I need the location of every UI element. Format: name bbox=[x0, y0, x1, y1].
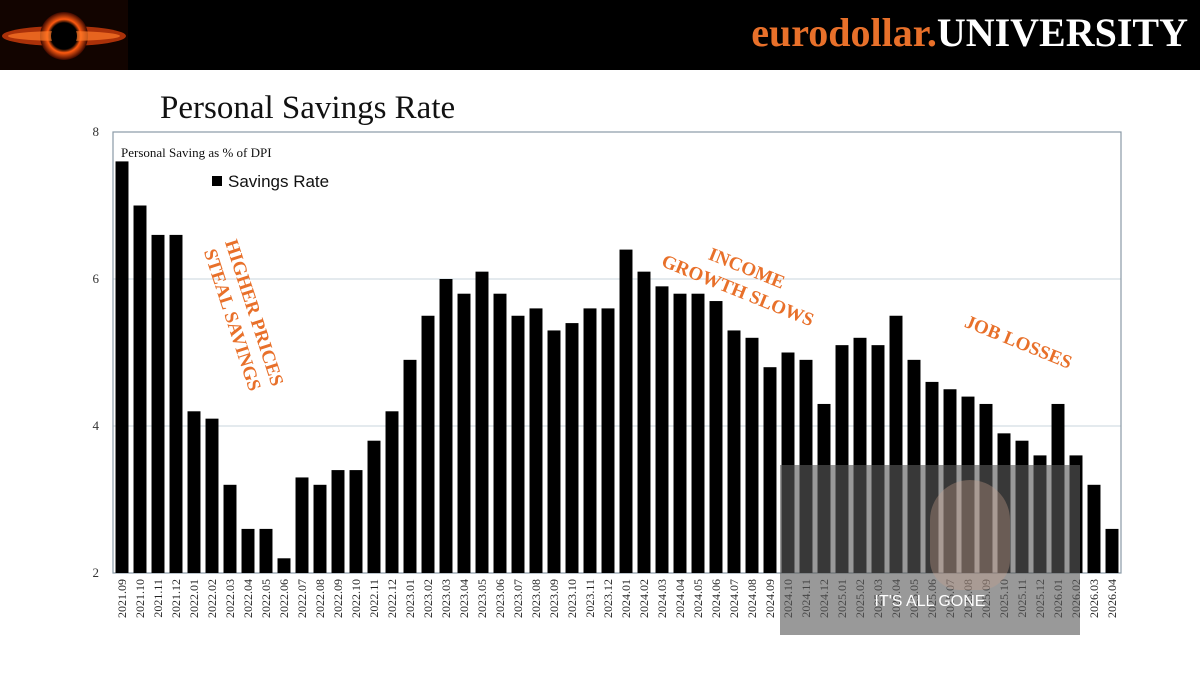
annotation-job-losses: JOB LOSSES bbox=[962, 312, 1075, 374]
bar bbox=[583, 308, 597, 573]
x-tick-label: 2023.10 bbox=[565, 579, 579, 618]
x-tick-label: 2022.12 bbox=[385, 579, 399, 618]
y-tick-label: 4 bbox=[93, 418, 100, 433]
bar bbox=[529, 308, 543, 573]
bar bbox=[709, 301, 723, 573]
x-tick-label: 2024.05 bbox=[691, 579, 705, 618]
header-bar: eurodollar.UNIVERSITY bbox=[0, 0, 1200, 70]
x-tick-label: 2023.09 bbox=[547, 579, 561, 618]
black-hole-logo-icon bbox=[0, 0, 128, 70]
x-tick-label: 2021.12 bbox=[169, 579, 183, 618]
bar bbox=[439, 279, 453, 573]
bar bbox=[313, 484, 327, 573]
bar bbox=[421, 315, 435, 573]
x-tick-label: 2024.01 bbox=[619, 579, 633, 618]
speaker-video-thumbnail bbox=[930, 480, 1010, 590]
bar bbox=[1087, 484, 1101, 573]
x-tick-label: 2024.03 bbox=[655, 579, 669, 618]
bar bbox=[745, 337, 759, 573]
chart-subtitle: Personal Saving as % of DPI bbox=[121, 145, 272, 160]
y-tick-label: 2 bbox=[93, 565, 100, 580]
x-tick-label: 2021.11 bbox=[151, 579, 165, 618]
brand-part-1: eurodollar. bbox=[751, 10, 937, 55]
x-tick-label: 2026.03 bbox=[1087, 579, 1101, 618]
bar bbox=[133, 205, 147, 573]
x-tick-label: 2023.05 bbox=[475, 579, 489, 618]
x-tick-label: 2022.07 bbox=[295, 579, 309, 618]
x-tick-label: 2024.09 bbox=[763, 579, 777, 618]
x-tick-label: 2021.09 bbox=[115, 579, 129, 618]
y-tick-label: 8 bbox=[93, 124, 100, 139]
x-tick-label: 2024.07 bbox=[727, 579, 741, 618]
x-tick-label: 2022.04 bbox=[241, 579, 255, 618]
bar bbox=[223, 484, 237, 573]
x-tick-label: 2024.02 bbox=[637, 579, 651, 618]
bar bbox=[241, 528, 255, 573]
bar bbox=[385, 411, 399, 573]
bar bbox=[691, 293, 705, 573]
x-tick-label: 2023.12 bbox=[601, 579, 615, 618]
legend-swatch bbox=[212, 176, 222, 186]
bar bbox=[637, 271, 651, 573]
bar bbox=[403, 359, 417, 573]
x-tick-label: 2023.06 bbox=[493, 579, 507, 618]
bar bbox=[601, 308, 615, 573]
x-tick-label: 2022.08 bbox=[313, 579, 327, 618]
x-tick-label: 2023.07 bbox=[511, 579, 525, 618]
bar bbox=[259, 528, 273, 573]
x-tick-label: 2022.06 bbox=[277, 579, 291, 618]
video-caption: IT'S ALL GONE bbox=[874, 593, 986, 610]
x-tick-label: 2023.03 bbox=[439, 579, 453, 618]
bar bbox=[547, 330, 561, 573]
x-tick-label: 2021.10 bbox=[133, 579, 147, 618]
bar bbox=[475, 271, 489, 573]
bar bbox=[205, 418, 219, 573]
bar bbox=[1105, 528, 1119, 573]
bar bbox=[169, 234, 183, 573]
x-tick-label: 2023.01 bbox=[403, 579, 417, 618]
x-tick-label: 2022.05 bbox=[259, 579, 273, 618]
bar bbox=[187, 411, 201, 573]
bar bbox=[493, 293, 507, 573]
x-tick-label: 2023.04 bbox=[457, 579, 471, 618]
x-tick-label: 2024.04 bbox=[673, 579, 687, 618]
x-tick-label: 2026.04 bbox=[1105, 579, 1119, 618]
bar bbox=[673, 293, 687, 573]
brand-wordmark: eurodollar.UNIVERSITY bbox=[751, 8, 1188, 58]
slide-title: Personal Savings Rate bbox=[160, 90, 456, 126]
bar bbox=[349, 470, 363, 573]
x-tick-label: 2022.11 bbox=[367, 579, 381, 618]
bar bbox=[511, 315, 525, 573]
bar bbox=[151, 234, 165, 573]
bar bbox=[115, 161, 129, 573]
annotation-higher-prices: HIGHER PRICESSTEAL SAVINGS bbox=[198, 237, 287, 396]
x-tick-label: 2022.09 bbox=[331, 579, 345, 618]
bar bbox=[295, 477, 309, 573]
bar bbox=[763, 367, 777, 573]
x-tick-label: 2022.03 bbox=[223, 579, 237, 618]
brand-part-2: UNIVERSITY bbox=[936, 10, 1188, 55]
bar bbox=[619, 249, 633, 573]
x-tick-label: 2024.06 bbox=[709, 579, 723, 618]
x-tick-label: 2022.02 bbox=[205, 579, 219, 618]
bar bbox=[367, 440, 381, 573]
x-tick-label: 2023.11 bbox=[583, 579, 597, 618]
x-tick-label: 2023.08 bbox=[529, 579, 543, 618]
bar bbox=[565, 323, 579, 573]
legend-label: Savings Rate bbox=[228, 172, 329, 191]
video-overlay[interactable]: IT'S ALL GONE bbox=[780, 465, 1080, 635]
x-tick-label: 2022.01 bbox=[187, 579, 201, 618]
bar bbox=[277, 558, 291, 573]
bar bbox=[727, 330, 741, 573]
bar bbox=[457, 293, 471, 573]
x-tick-label: 2023.02 bbox=[421, 579, 435, 618]
x-tick-label: 2024.08 bbox=[745, 579, 759, 618]
x-tick-label: 2022.10 bbox=[349, 579, 363, 618]
y-tick-label: 6 bbox=[93, 271, 100, 286]
bar bbox=[331, 470, 345, 573]
plot-frame bbox=[112, 131, 1122, 574]
bar bbox=[655, 286, 669, 573]
